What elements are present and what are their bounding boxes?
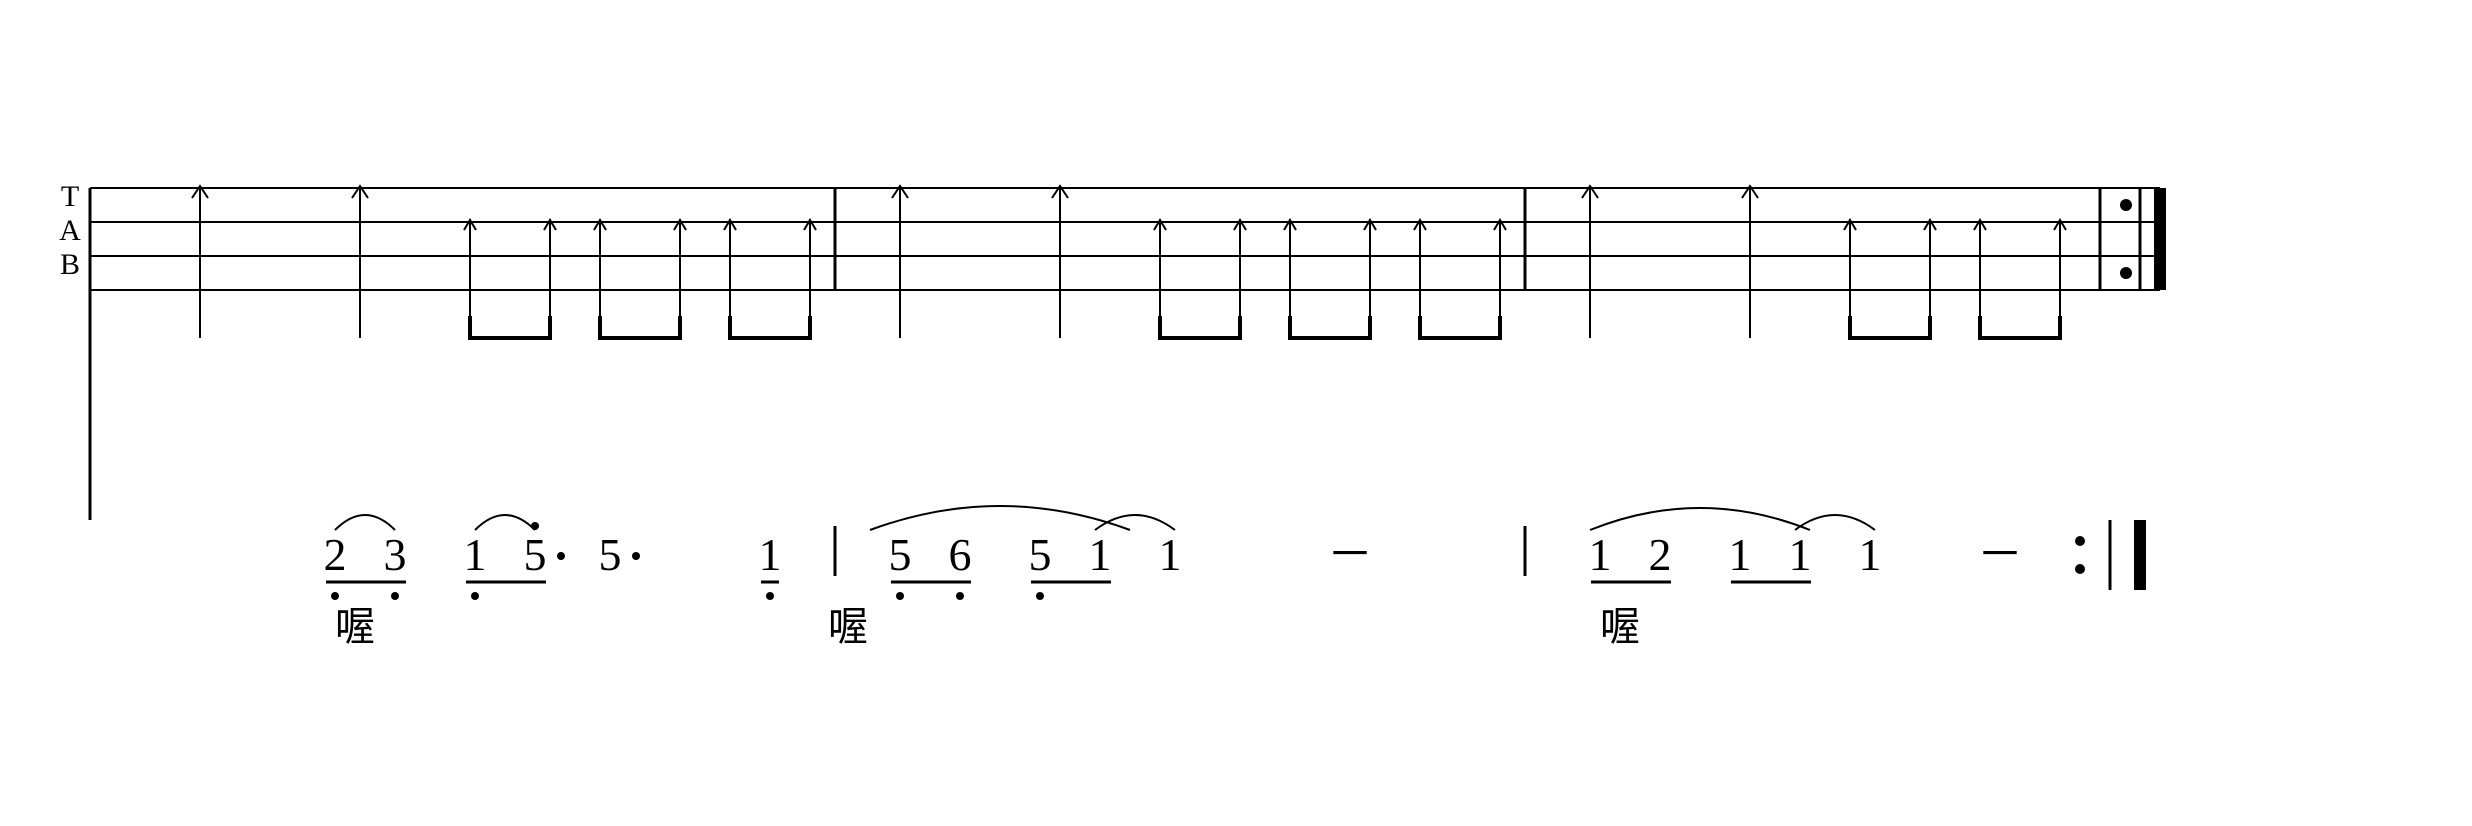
svg-text:1: 1 <box>1089 529 1112 580</box>
svg-text:B: B <box>60 248 80 281</box>
svg-text:－: － <box>1977 529 2023 580</box>
svg-text:5: 5 <box>889 529 912 580</box>
svg-text:喔: 喔 <box>1600 604 1640 649</box>
svg-text:1: 1 <box>1789 529 1812 580</box>
svg-text:喔: 喔 <box>828 604 868 649</box>
svg-text:5: 5 <box>1029 529 1052 580</box>
svg-text:1: 1 <box>464 529 487 580</box>
svg-text:1: 1 <box>1859 529 1882 580</box>
svg-text:1: 1 <box>759 529 782 580</box>
svg-text:1: 1 <box>1589 529 1612 580</box>
svg-text:1: 1 <box>1159 529 1182 580</box>
svg-text:T: T <box>61 180 79 213</box>
svg-text:2: 2 <box>1649 529 1672 580</box>
music-sheet: TAB231551喔56511－喔12111－喔 <box>0 0 2472 826</box>
svg-text:喔: 喔 <box>335 604 375 649</box>
svg-text:1: 1 <box>1729 529 1752 580</box>
svg-text:6: 6 <box>949 529 972 580</box>
svg-text:5: 5 <box>599 529 622 580</box>
svg-text:－: － <box>1327 529 1373 580</box>
svg-text:2: 2 <box>324 529 347 580</box>
svg-text:A: A <box>59 214 81 247</box>
svg-text:3: 3 <box>384 529 407 580</box>
svg-text:5: 5 <box>524 529 547 580</box>
